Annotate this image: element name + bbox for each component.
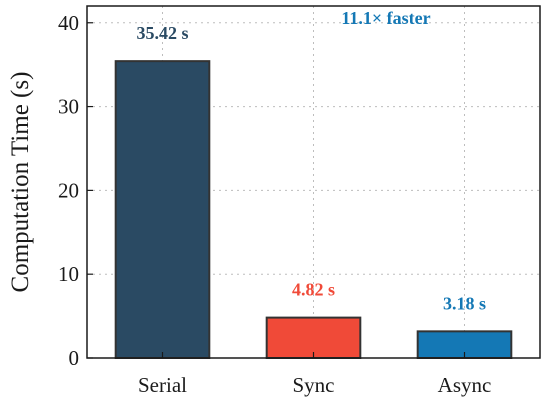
y-tick-label: 20 — [58, 178, 79, 202]
y-tick-label: 40 — [58, 11, 79, 35]
x-tick-label-async: Async — [438, 373, 492, 397]
data-labels: 35.42 s 4.82 s 3.18 s — [136, 23, 486, 313]
speedup-annotation: 11.1× faster — [341, 8, 430, 28]
y-tick-label: 10 — [58, 262, 79, 286]
data-label-async: 3.18 s — [443, 293, 486, 313]
bar-serial — [114, 60, 211, 359]
x-axis: Serial Sync Async — [138, 352, 491, 397]
bar-sync — [265, 316, 362, 360]
x-tick-label-serial: Serial — [138, 373, 187, 397]
data-label-serial: 35.42 s — [136, 23, 188, 43]
y-tick-label: 0 — [69, 346, 80, 370]
y-axis: 0 10 20 30 40 — [58, 11, 93, 370]
y-axis-title: Computation Time (s) — [7, 72, 34, 293]
x-tick-label-sync: Sync — [293, 373, 335, 397]
data-label-sync: 4.82 s — [292, 280, 335, 300]
y-tick-label: 30 — [58, 95, 79, 119]
